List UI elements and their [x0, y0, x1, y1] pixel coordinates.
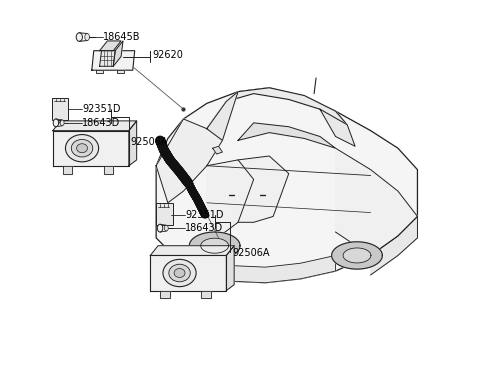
Polygon shape	[238, 123, 336, 148]
Ellipse shape	[76, 33, 83, 41]
Ellipse shape	[72, 139, 93, 157]
Text: 92351D: 92351D	[185, 209, 224, 220]
Polygon shape	[117, 70, 124, 73]
Text: 18643D: 18643D	[185, 223, 224, 233]
Polygon shape	[201, 291, 211, 298]
Ellipse shape	[85, 34, 89, 41]
Text: 92506A: 92506A	[232, 248, 270, 259]
Polygon shape	[160, 291, 170, 298]
Ellipse shape	[163, 259, 196, 287]
Polygon shape	[183, 255, 336, 283]
Polygon shape	[62, 166, 72, 174]
Polygon shape	[189, 232, 240, 259]
Polygon shape	[113, 41, 123, 66]
Polygon shape	[343, 248, 371, 263]
Polygon shape	[100, 51, 115, 66]
Polygon shape	[227, 246, 234, 291]
Polygon shape	[53, 121, 137, 131]
Polygon shape	[213, 146, 222, 154]
Text: 92351D: 92351D	[82, 104, 120, 114]
Polygon shape	[320, 109, 355, 146]
Polygon shape	[100, 41, 121, 51]
Polygon shape	[104, 166, 113, 174]
FancyBboxPatch shape	[156, 203, 172, 225]
Polygon shape	[336, 148, 418, 255]
Polygon shape	[150, 246, 234, 255]
Ellipse shape	[77, 144, 87, 152]
Text: 18643D: 18643D	[82, 118, 120, 128]
Ellipse shape	[174, 268, 185, 278]
Ellipse shape	[65, 135, 98, 162]
Text: 92506A: 92506A	[131, 137, 168, 147]
Polygon shape	[96, 70, 103, 73]
Ellipse shape	[60, 120, 64, 126]
Text: 18645B: 18645B	[103, 32, 140, 42]
Polygon shape	[371, 216, 418, 275]
FancyBboxPatch shape	[52, 98, 69, 120]
Polygon shape	[156, 119, 222, 203]
Polygon shape	[150, 255, 227, 291]
Text: 92620: 92620	[152, 50, 183, 60]
Polygon shape	[92, 51, 135, 70]
Polygon shape	[53, 131, 129, 166]
Polygon shape	[238, 156, 289, 222]
Ellipse shape	[157, 224, 163, 232]
Polygon shape	[207, 88, 347, 129]
Ellipse shape	[169, 264, 190, 282]
Polygon shape	[156, 88, 418, 283]
Polygon shape	[332, 242, 383, 269]
Polygon shape	[129, 121, 137, 166]
Polygon shape	[201, 238, 228, 253]
Ellipse shape	[164, 225, 168, 231]
Ellipse shape	[53, 119, 59, 127]
Polygon shape	[207, 160, 253, 238]
Polygon shape	[207, 92, 238, 140]
